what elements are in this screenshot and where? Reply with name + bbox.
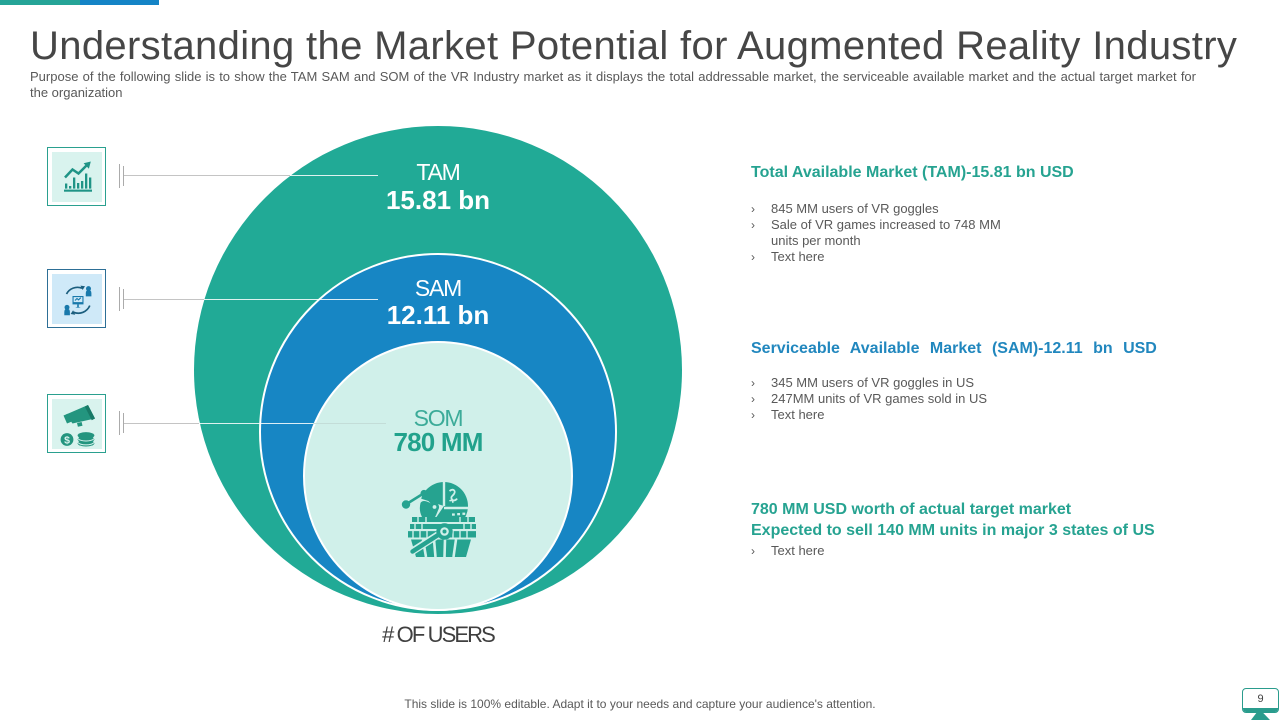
svg-text:$: $ [64, 434, 70, 446]
